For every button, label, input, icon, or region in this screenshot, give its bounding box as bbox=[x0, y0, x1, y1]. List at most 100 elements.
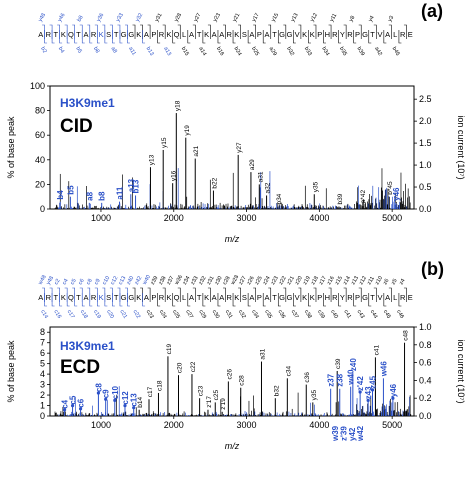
peak-label: c23 bbox=[198, 385, 205, 396]
fragment-label-top: z21 bbox=[286, 275, 296, 286]
fragment-label-top: c10 bbox=[102, 275, 112, 286]
fragment-label-bottom: c44 bbox=[369, 309, 379, 320]
sequence-residue: P bbox=[317, 30, 322, 39]
sequence-residue: S bbox=[242, 293, 247, 302]
sequence-residue: Y bbox=[340, 30, 345, 39]
sequence-residue: R bbox=[91, 293, 97, 302]
fragment-label-top: z11 bbox=[366, 276, 375, 286]
peak-label: c34 bbox=[285, 365, 292, 376]
cleavage-mark-top bbox=[253, 287, 256, 302]
cleavage-mark-bottom bbox=[232, 293, 236, 307]
cleavage-mark-bottom bbox=[59, 293, 63, 307]
peak-marker bbox=[391, 396, 395, 400]
fragment-label-top: b8 bbox=[76, 15, 84, 23]
peak-label: y46 bbox=[392, 187, 401, 201]
peak-label: c48 bbox=[403, 330, 410, 341]
peak-label: b*45 bbox=[387, 181, 394, 195]
cleavage-mark-top bbox=[313, 24, 317, 39]
cleavage-mark-top bbox=[192, 24, 196, 39]
peak-label: c17 bbox=[147, 386, 154, 397]
peak-label: c5 bbox=[69, 395, 78, 404]
fragment-label-top: y15 bbox=[271, 12, 281, 23]
fragment-label-top: z37 bbox=[166, 275, 176, 286]
fragment-label-bottom: c25 bbox=[171, 309, 181, 320]
fragment-label-top: z39 bbox=[150, 275, 160, 286]
y-right-tick-label: 2.5 bbox=[419, 94, 432, 104]
y-tick-label: 3 bbox=[40, 380, 45, 390]
cleavage-mark-top bbox=[207, 287, 211, 302]
cleavage-mark-bottom bbox=[157, 30, 161, 44]
fragment-label-bottom: c22 bbox=[132, 309, 142, 320]
fragment-label-top: z19 bbox=[302, 275, 312, 286]
fragment-label-bottom: b45 bbox=[391, 46, 401, 57]
sequence-residue: T bbox=[197, 30, 202, 39]
cleavage-mark-top bbox=[147, 24, 151, 39]
fragment-label-bottom: c20 bbox=[105, 309, 115, 320]
fragment-label-bottom: b16 bbox=[215, 46, 225, 57]
peak-label: a13 bbox=[127, 178, 136, 192]
fragment-label-bottom: c38 bbox=[303, 309, 313, 320]
sequence-residue: A bbox=[189, 293, 194, 302]
fragment-label-bottom: c37 bbox=[290, 309, 300, 320]
peak-label: y35 bbox=[311, 390, 318, 401]
panel-a-label: (a) bbox=[421, 1, 443, 21]
sequence-residue: P bbox=[355, 30, 360, 39]
fragment-label-bottom: c24 bbox=[158, 309, 168, 320]
peak-label: c28 bbox=[239, 375, 246, 386]
cleavage-mark-bottom bbox=[104, 293, 108, 307]
peaks-b bbox=[54, 342, 412, 416]
fragment-label-top: z25 bbox=[254, 275, 264, 286]
cleavage-mark-top bbox=[253, 24, 256, 39]
y-right-tick-label: 0.0 bbox=[419, 204, 432, 214]
cleavage-mark-bottom bbox=[277, 293, 281, 307]
x-tick-label: 3000 bbox=[237, 420, 257, 430]
method-label-b: ECD bbox=[60, 357, 100, 378]
cleavage-mark-bottom bbox=[323, 293, 327, 307]
cleavage-mark-bottom bbox=[119, 293, 123, 307]
y-right-tick-label: 1.5 bbox=[419, 138, 432, 148]
cleavage-mark-top bbox=[223, 287, 226, 302]
y-right-tick-label: 2.0 bbox=[419, 116, 432, 126]
sequence-residue: A bbox=[249, 30, 254, 39]
sequence-residue: A bbox=[84, 293, 89, 302]
sequence-residue: A bbox=[385, 30, 390, 39]
method-label-a: CID bbox=[60, 116, 93, 137]
sequence-residue: K bbox=[166, 30, 171, 39]
fragment-label-bottom: c14 bbox=[39, 309, 49, 320]
cleavage-mark-top bbox=[388, 287, 392, 302]
fragment-label-bottom: a13 bbox=[162, 46, 172, 57]
x-tick-label: 1000 bbox=[91, 213, 111, 223]
cleavage-mark-bottom bbox=[293, 30, 296, 44]
sequence-residue: R bbox=[159, 293, 165, 302]
y-tick-label: 5 bbox=[40, 359, 45, 369]
sequence-residue: G bbox=[287, 293, 293, 302]
fragment-label-top: z18 bbox=[310, 275, 320, 286]
sequence-residue: L bbox=[393, 30, 397, 39]
cleavage-mark-top bbox=[328, 24, 332, 39]
fragment-label-top: z15 bbox=[334, 275, 344, 286]
peak-label: z38 bbox=[336, 373, 345, 386]
sequence-residue: T bbox=[272, 293, 277, 302]
sequence-residue: G bbox=[121, 30, 127, 39]
peak-label: w46 bbox=[379, 361, 388, 378]
y-tick-label: 0 bbox=[40, 204, 45, 214]
sequence-residue: K bbox=[99, 293, 104, 302]
sequence-residue: G bbox=[121, 293, 127, 302]
x-tick-label: 3000 bbox=[237, 213, 257, 223]
fragment-label-top: y36 bbox=[96, 12, 106, 23]
peak-label: z45 bbox=[369, 375, 378, 388]
sequence-residue: P bbox=[151, 293, 156, 302]
peak-label: y18 bbox=[174, 100, 181, 111]
cleavage-mark-bottom bbox=[74, 293, 78, 307]
cleavage-mark-top bbox=[268, 24, 272, 39]
cleavage-mark-bottom bbox=[104, 30, 108, 44]
cleavage-mark-bottom bbox=[172, 293, 176, 307]
fragment-label-top: y8 bbox=[348, 15, 356, 23]
fragment-label-top: z42 bbox=[134, 275, 144, 286]
fragment-label-top: y13 bbox=[290, 12, 300, 23]
cleavage-mark-bottom bbox=[142, 30, 146, 44]
peak-marker bbox=[70, 403, 75, 408]
fragment-label-bottom: c36 bbox=[276, 309, 286, 320]
fragment-label-top: z34 bbox=[182, 275, 192, 286]
